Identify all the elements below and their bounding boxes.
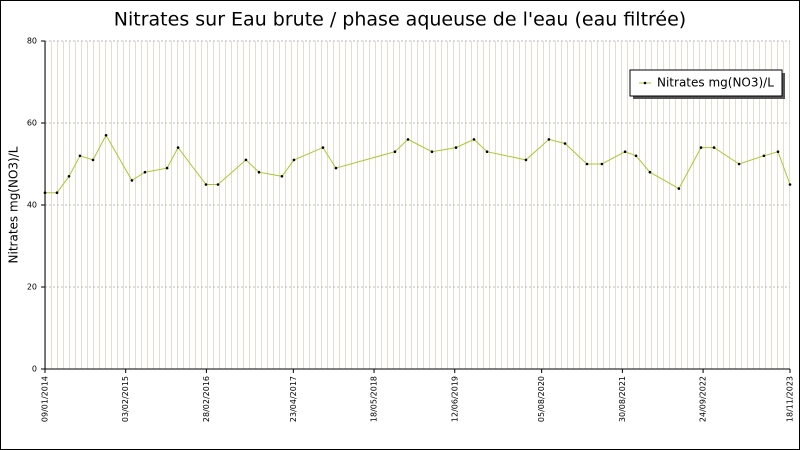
data-point — [547, 138, 551, 141]
y-axis-label: Nitrates mg(NO3)/L — [7, 146, 21, 263]
chart-title: Nitrates sur Eau brute / phase aqueuse d… — [114, 9, 686, 31]
legend-marker — [643, 81, 647, 85]
data-point — [78, 154, 82, 158]
x-tick-label: 28/02/2016 — [202, 376, 211, 422]
data-point — [43, 191, 47, 194]
y-tick-label: 60 — [27, 119, 37, 128]
data-point — [257, 170, 261, 174]
data-point — [321, 146, 325, 149]
data-point — [55, 191, 59, 194]
data-point — [472, 138, 476, 141]
data-point — [143, 170, 147, 174]
x-tick-label: 09/01/2014 — [41, 376, 50, 422]
data-point — [334, 166, 338, 170]
data-point — [292, 158, 296, 162]
data-point — [430, 150, 434, 153]
data-point — [712, 146, 716, 149]
x-tick-label: 18/05/2018 — [370, 376, 379, 422]
x-tick-label: 03/02/2015 — [121, 376, 130, 422]
data-point — [699, 146, 703, 149]
data-point — [623, 150, 627, 153]
data-point — [204, 183, 208, 186]
x-tick-label: 23/04/2017 — [289, 376, 298, 422]
data-point — [393, 150, 397, 153]
data-point — [762, 154, 766, 158]
y-tick-label: 40 — [27, 201, 37, 210]
data-point — [485, 150, 489, 153]
data-point — [406, 138, 410, 141]
data-point — [165, 166, 169, 170]
x-tick-label: 18/11/2023 — [786, 376, 795, 422]
data-point — [176, 146, 180, 149]
data-point — [648, 170, 652, 174]
x-tick-label: 24/09/2022 — [699, 376, 708, 422]
data-point — [634, 154, 638, 158]
data-point — [244, 158, 248, 162]
data-point — [677, 187, 681, 190]
data-point — [524, 158, 528, 162]
x-tick-label: 30/08/2021 — [618, 376, 627, 422]
data-point — [737, 162, 741, 166]
data-point — [585, 162, 589, 166]
data-point — [130, 179, 134, 182]
x-tick-label: 12/06/2019 — [450, 376, 459, 422]
data-point — [600, 162, 604, 166]
data-point — [454, 146, 458, 149]
data-point — [216, 183, 220, 186]
y-tick-label: 20 — [27, 283, 37, 292]
y-tick-label: 80 — [27, 37, 37, 46]
data-point — [91, 158, 95, 162]
y-tick-label: 0 — [32, 365, 37, 374]
data-point — [776, 150, 780, 153]
x-tick-label: 05/08/2020 — [537, 376, 546, 422]
data-point — [788, 183, 792, 186]
legend-box — [629, 69, 783, 97]
data-point — [104, 134, 108, 137]
data-point — [563, 142, 567, 145]
legend: Nitrates mg(NO3)/L — [629, 69, 785, 99]
data-point — [280, 175, 284, 178]
legend-label: Nitrates mg(NO3)/L — [657, 76, 774, 90]
data-point — [67, 175, 71, 178]
